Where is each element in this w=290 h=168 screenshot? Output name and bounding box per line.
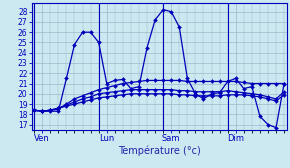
X-axis label: Température (°c): Température (°c): [118, 146, 200, 156]
